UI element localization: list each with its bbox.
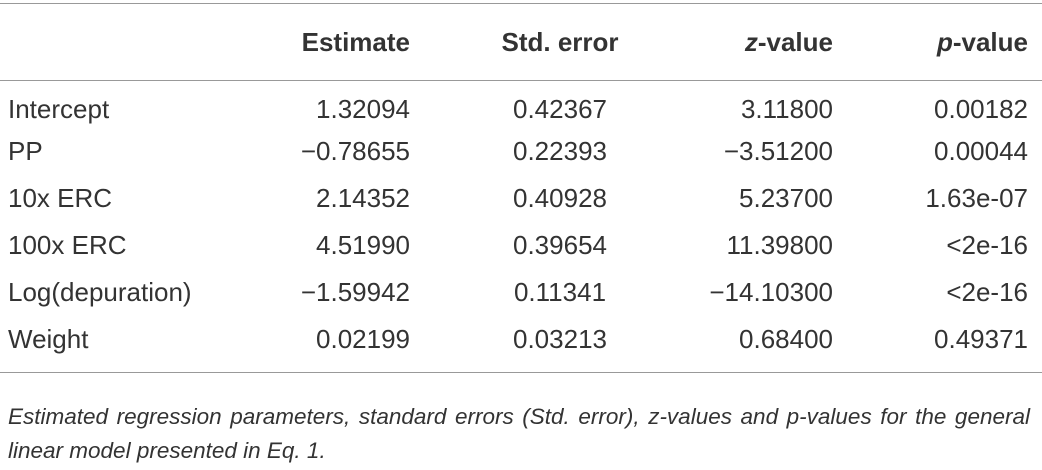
column-header: z-value bbox=[744, 26, 833, 57]
cell: 0.22393 bbox=[513, 135, 607, 166]
cell: 0.40928 bbox=[513, 182, 607, 213]
cell: 4.51990 bbox=[316, 229, 410, 260]
column-header: p-value bbox=[936, 26, 1028, 57]
table-row: PP −0.78655 0.22393 −3.51200 0.00044 bbox=[0, 128, 1042, 175]
table-row: Intercept 1.32094 0.42367 3.11800 0.00182 bbox=[0, 81, 1042, 128]
column-header: Estimate bbox=[301, 26, 410, 57]
cell: 2.14352 bbox=[316, 182, 410, 213]
cell: 5.23700 bbox=[739, 182, 833, 213]
cell: <2e-16 bbox=[946, 276, 1028, 307]
cell: 0.39654 bbox=[513, 229, 607, 260]
cell: −3.51200 bbox=[723, 135, 833, 166]
cell: 1.63e-07 bbox=[925, 182, 1028, 213]
cell: 0.42367 bbox=[513, 93, 607, 124]
cell: −0.78655 bbox=[300, 135, 410, 166]
table-row: 10x ERC 2.14352 0.40928 5.23700 1.63e-07 bbox=[0, 175, 1042, 222]
cell: 0.00044 bbox=[934, 135, 1028, 166]
caption: Estimated regression parameters, standar… bbox=[8, 404, 1030, 463]
cell: 1.32094 bbox=[316, 93, 410, 124]
table-row: Log(depuration) −1.59942 0.11341 −14.10300 <… bbox=[0, 269, 1042, 316]
table-body: Intercept 1.32094 0.42367 3.11800 0.00182 PP −… bbox=[0, 81, 1042, 373]
table-row: Weight 0.02199 0.03213 0.68400 0.49371 bbox=[0, 316, 1042, 373]
cell: −1.59942 bbox=[300, 276, 410, 307]
row-label: 100x ERC bbox=[8, 229, 127, 260]
cell: 0.68400 bbox=[739, 324, 833, 355]
table-row: 100x ERC 4.51990 0.39654 11.39800 <2e-16 bbox=[0, 222, 1042, 269]
row-label: PP bbox=[8, 135, 43, 166]
cell: 0.11341 bbox=[513, 276, 607, 307]
cell: 0.49371 bbox=[934, 324, 1028, 355]
cell: 0.00182 bbox=[934, 93, 1028, 124]
header-blank bbox=[0, 4, 230, 81]
regression-table: Estimate Std. error z-value p-value Interce… bbox=[0, 3, 1042, 373]
cell: <2e-16 bbox=[946, 229, 1028, 260]
cell: 0.03213 bbox=[513, 324, 607, 355]
row-label: Log(depuration) bbox=[8, 276, 192, 307]
row-label: Weight bbox=[8, 324, 89, 355]
row-label: Intercept bbox=[8, 93, 110, 124]
cell: 0.02199 bbox=[316, 324, 410, 355]
column-header: Std. error bbox=[501, 26, 619, 57]
cell: −14.10300 bbox=[709, 276, 833, 307]
row-label: 10x ERC bbox=[8, 182, 113, 213]
header-row: Estimate Std. error z-value p-value bbox=[0, 3, 1042, 81]
cell: 11.39800 bbox=[726, 229, 833, 260]
cell: 3.11800 bbox=[740, 93, 833, 124]
